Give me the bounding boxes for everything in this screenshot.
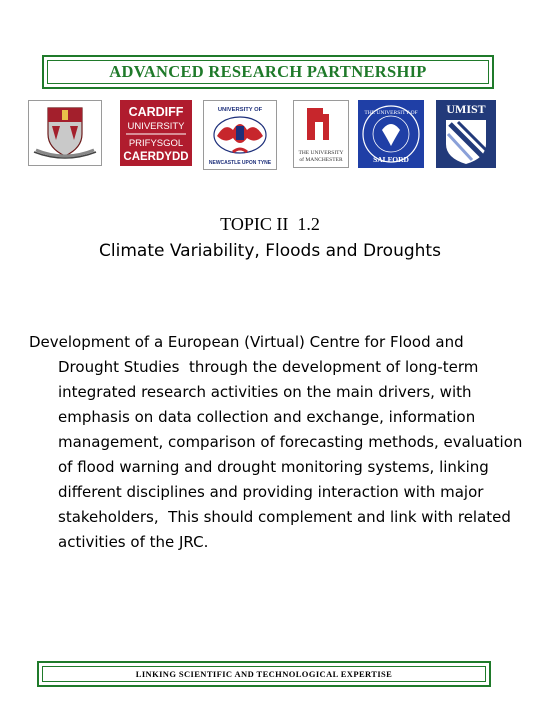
cardiff-line-3: PRIFYSGOL bbox=[129, 138, 183, 149]
body-line: of flood warning and drought monitoring … bbox=[58, 458, 489, 476]
manchester-line-1: THE UNIVERSITY bbox=[298, 150, 343, 156]
footer-banner: LINKING SCIENTIFIC AND TECHNOLOGICAL EXP… bbox=[37, 661, 491, 687]
body-lead-line-1: Development of a European (Virtual) Cent… bbox=[29, 333, 464, 351]
topic-title: TOPIC II 1.2 bbox=[220, 214, 320, 234]
university-of-salford-logo: THE UNIVERSITY OF SALFORD bbox=[358, 100, 424, 168]
umist-line-1: UMIST bbox=[446, 102, 485, 116]
university-of-manchester-logo: THE UNIVERSITY of MANCHESTER bbox=[293, 100, 349, 168]
footer-text: LINKING SCIENTIFIC AND TECHNOLOGICAL EXP… bbox=[42, 666, 486, 682]
salford-line-2: SALFORD bbox=[373, 155, 409, 164]
cardiff-line-1: CARDIFF bbox=[129, 105, 184, 119]
cardiff-university-logo: CARDIFF UNIVERSITY PRIFYSGOL CAERDYDD bbox=[120, 100, 192, 166]
salford-line-1: THE UNIVERSITY OF bbox=[364, 110, 417, 116]
university-of-bristol-logo bbox=[28, 100, 102, 166]
title-banner: ADVANCED RESEARCH PARTNERSHIP bbox=[42, 55, 494, 89]
body-paragraph: Development of a European (Virtual) Cent… bbox=[29, 330, 523, 555]
body-line: stakeholders, This should complement and… bbox=[58, 508, 511, 526]
university-of-newcastle-logo: UNIVERSITY OF NEWCASTLE UPON TYNE bbox=[203, 100, 277, 170]
body-line: emphasis on data collection and exchange… bbox=[58, 408, 476, 426]
cardiff-line-2: UNIVERSITY bbox=[127, 121, 185, 132]
logo-strip: CARDIFF UNIVERSITY PRIFYSGOL CAERDYDD UN… bbox=[0, 100, 540, 170]
body-line: activities of the JRC. bbox=[58, 533, 209, 551]
body-line: management, comparison of forecasting me… bbox=[58, 433, 523, 451]
body-lead-line-2: Drought Studies bbox=[58, 358, 180, 376]
body-line: integrated research activities on the ma… bbox=[58, 383, 472, 401]
manchester-line-2: of MANCHESTER bbox=[299, 156, 343, 163]
body-line: different disciplines and providing inte… bbox=[58, 483, 484, 501]
body-line-2: Drought Studies through the development … bbox=[29, 355, 509, 380]
topic-subtitle: Climate Variability, Floods and Droughts bbox=[99, 241, 441, 261]
newcastle-line-1: UNIVERSITY OF bbox=[218, 107, 263, 113]
body-line-2-rest: through the development of long-term bbox=[179, 358, 479, 376]
cardiff-line-4: CAERDYDD bbox=[123, 151, 188, 163]
banner-text: ADVANCED RESEARCH PARTNERSHIP bbox=[47, 60, 489, 84]
newcastle-line-2: NEWCASTLE UPON TYNE bbox=[209, 160, 272, 166]
umist-logo: UMIST bbox=[436, 100, 496, 168]
